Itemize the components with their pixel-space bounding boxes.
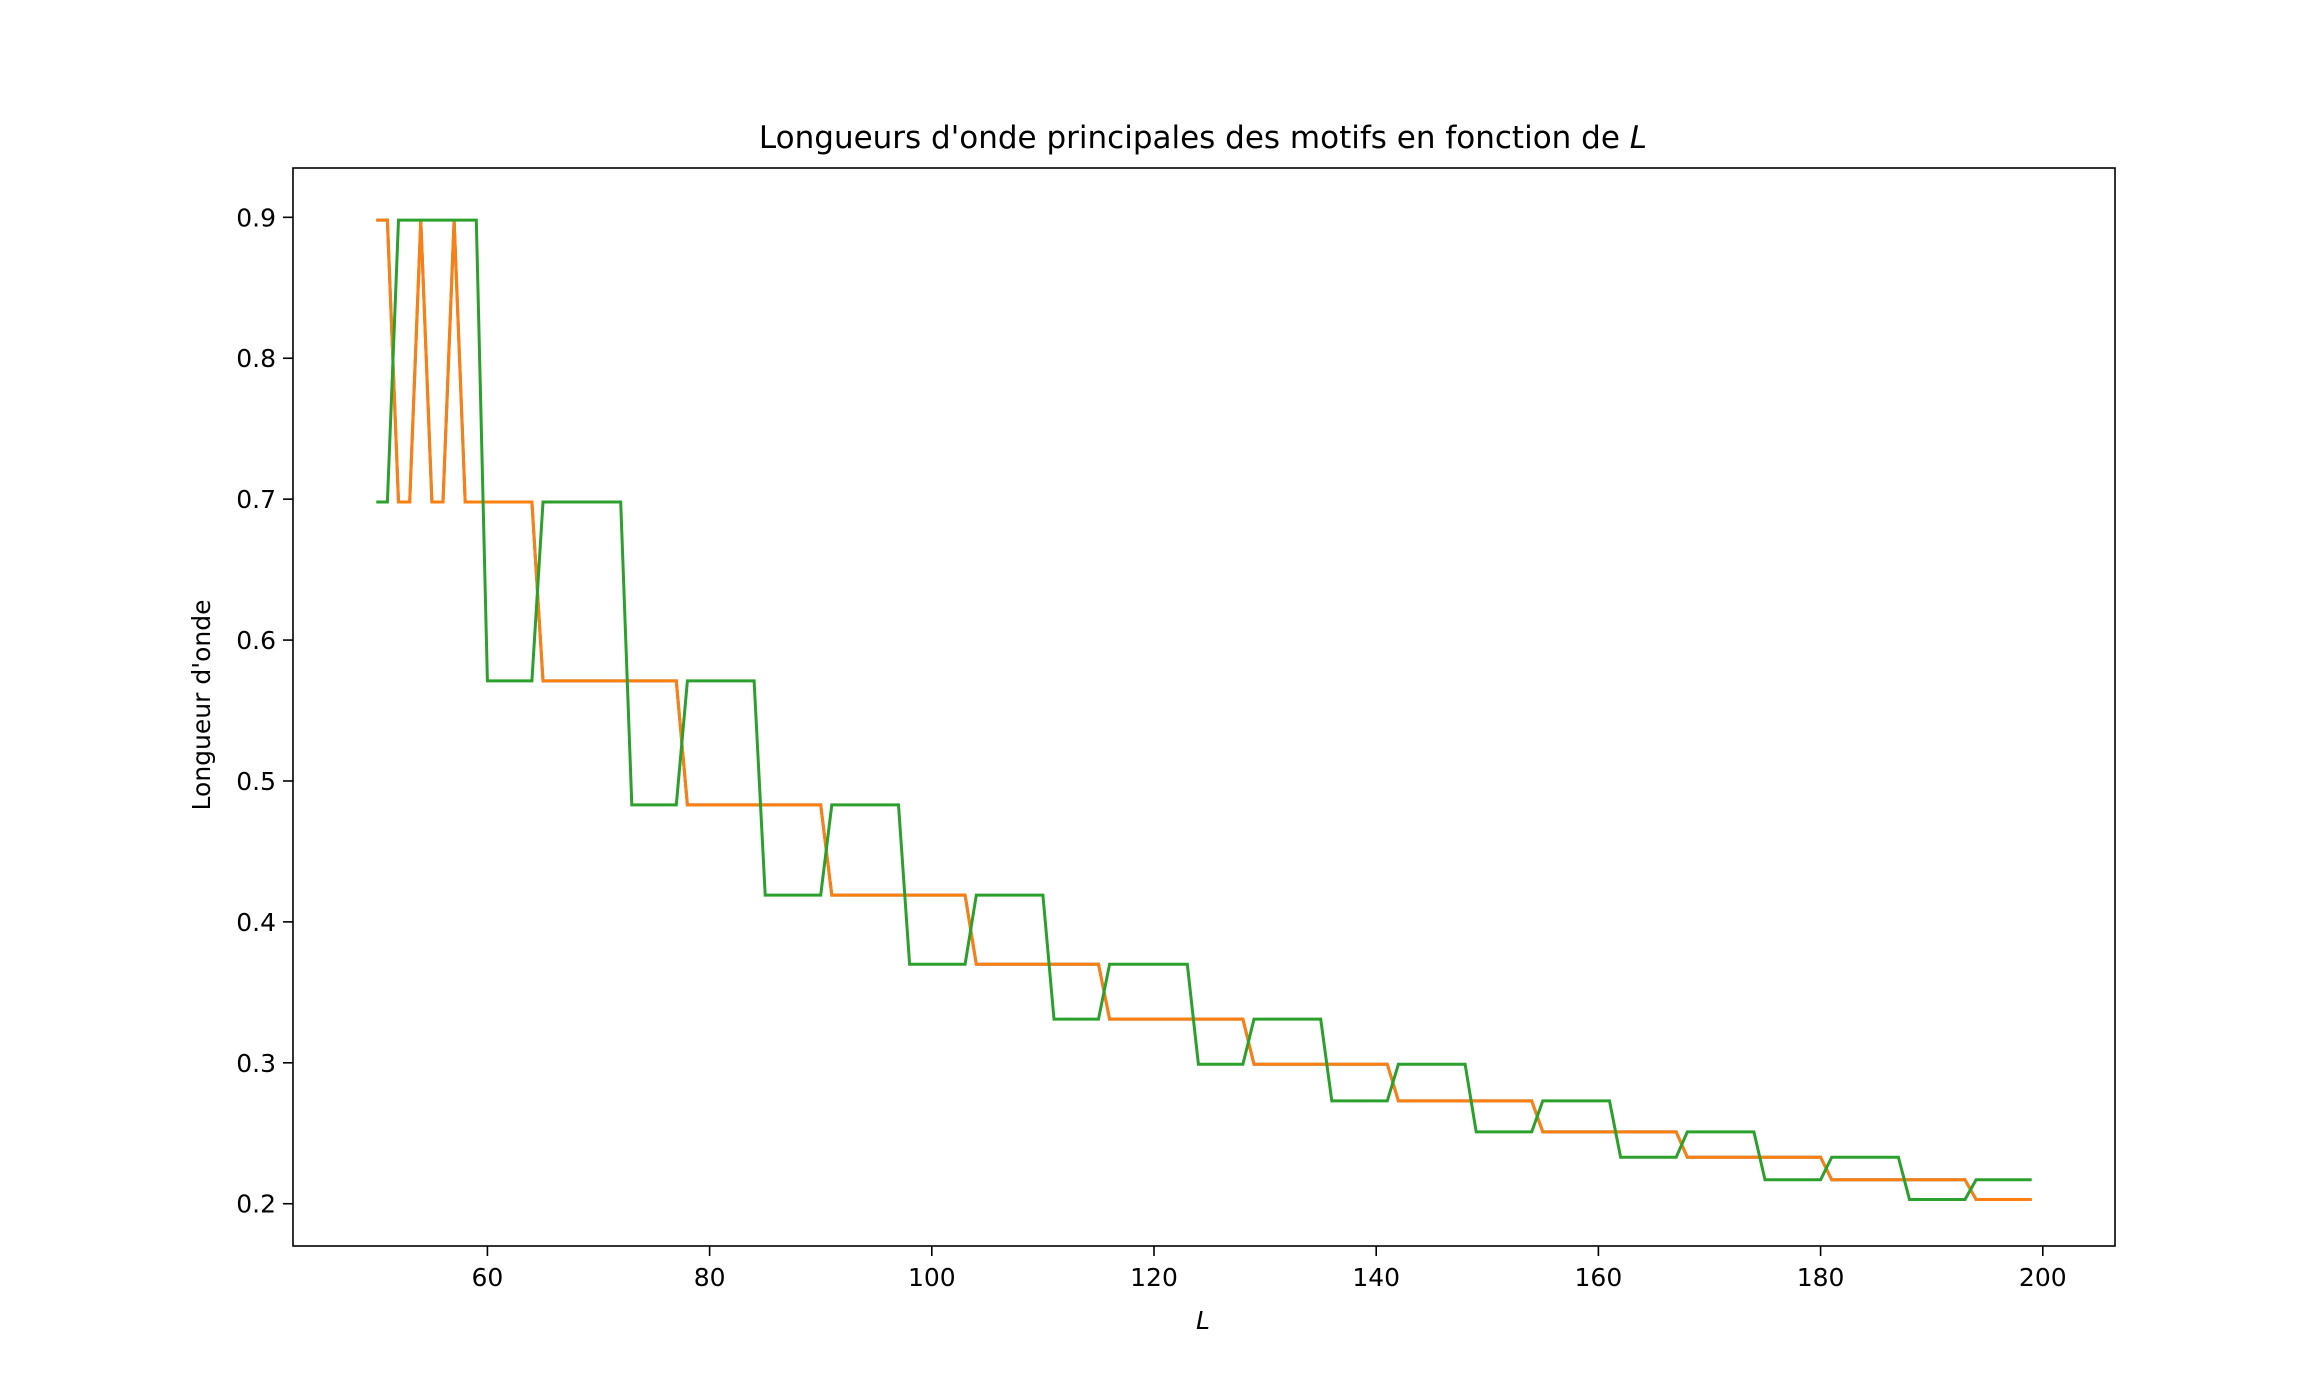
x-tick-label: 180	[1797, 1263, 1845, 1292]
y-axis-ticks: 0.2 0.3 0.4 0.5 0.6 0.7 0.8 0.9	[236, 203, 293, 1219]
y-tick-label: 0.2	[236, 1190, 276, 1219]
y-tick-label: 0.9	[236, 203, 276, 232]
x-tick-label: 140	[1352, 1263, 1400, 1292]
y-axis-label: Longueur d'onde	[187, 600, 216, 811]
y-tick-label: 0.8	[236, 344, 276, 373]
x-tick-label: 200	[2019, 1263, 2067, 1292]
x-axis-ticks: 60 80 100 120 140 160 180 200	[472, 1246, 2067, 1292]
chart-title: Longueurs d'onde principales des motifs …	[759, 120, 1647, 156]
y-tick-label: 0.7	[236, 485, 276, 514]
x-tick-label: 100	[908, 1263, 956, 1292]
series-group	[376, 218, 2032, 1201]
x-axis-label: L	[1196, 1306, 1210, 1335]
x-tick-label: 80	[694, 1263, 726, 1292]
y-tick-label: 0.3	[236, 1049, 276, 1078]
y-tick-label: 0.4	[236, 908, 276, 937]
x-tick-label: 120	[1130, 1263, 1178, 1292]
y-tick-label: 0.5	[236, 767, 276, 796]
x-tick-label: 160	[1575, 1263, 1623, 1292]
x-tick-label: 60	[472, 1263, 504, 1292]
series-line-3	[376, 218, 2032, 1201]
axes-frame	[292, 167, 2116, 1247]
y-tick-label: 0.6	[236, 626, 276, 655]
